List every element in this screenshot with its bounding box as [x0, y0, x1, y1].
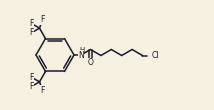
Text: F: F: [30, 82, 34, 91]
Text: O: O: [88, 58, 94, 67]
Text: N: N: [78, 50, 84, 60]
Text: Cl: Cl: [152, 51, 159, 60]
Text: H: H: [79, 47, 85, 53]
Text: F: F: [30, 19, 34, 28]
Text: F: F: [30, 28, 34, 37]
Text: F: F: [40, 15, 45, 24]
Text: F: F: [40, 86, 45, 95]
Text: F: F: [30, 73, 34, 82]
